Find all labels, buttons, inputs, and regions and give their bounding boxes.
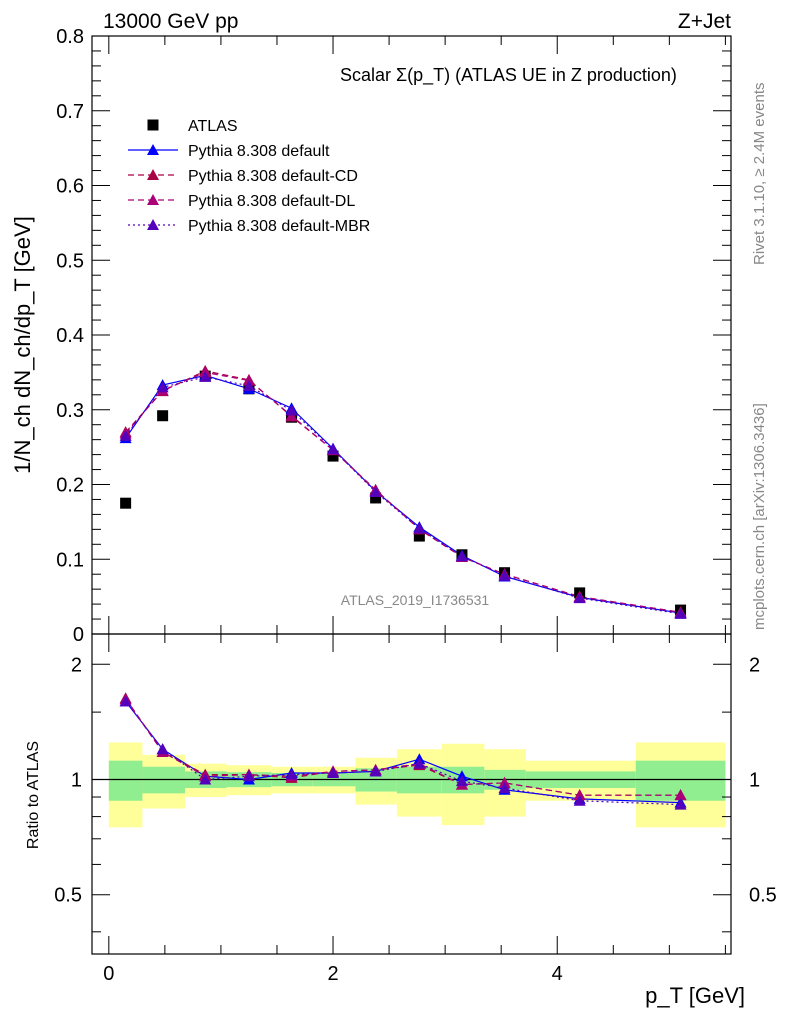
series-pythia-8-308-default (125, 374, 681, 614)
ratio-point (327, 766, 340, 778)
legend-marker (147, 169, 159, 180)
legend-label: Pythia 8.308 default (188, 143, 330, 160)
data-point (157, 410, 169, 422)
y-tick-label: 0.7 (56, 101, 84, 123)
mcplots-label: mcplots.cern.ch [arXiv:1306.3436] (751, 403, 768, 630)
rivet-label: Rivet 3.1.10, ≥ 2.4M events (751, 83, 768, 266)
header-right: Z+Jet (678, 10, 731, 33)
legend-marker (147, 119, 159, 131)
legend-label: ATLAS (188, 118, 238, 135)
x-tick-label: 2 (327, 963, 338, 985)
series-markers (119, 370, 687, 619)
mc-point (498, 569, 511, 581)
mc-point (413, 522, 426, 534)
y-tick-label: 0.4 (56, 325, 84, 347)
ratio-y-axis-label: Ratio to ATLAS (25, 741, 42, 849)
legend-label: Pythia 8.308 default-MBR (188, 218, 370, 235)
legend-item: Pythia 8.308 default (128, 143, 330, 160)
series-markers (119, 364, 687, 618)
legend-item: Pythia 8.308 default-DL (128, 193, 355, 210)
ratio-series-line (125, 698, 681, 796)
series-pythia-8-308-default-cd (125, 370, 681, 613)
ratio-point (369, 765, 382, 777)
y-tick-label: 0.5 (56, 250, 84, 272)
legend: ATLAS Pythia 8.308 default Pythia 8.308 de… (128, 118, 370, 235)
ratio-point (285, 768, 298, 780)
data-point (327, 450, 339, 462)
ratio-point (119, 695, 132, 707)
mc-point (242, 379, 255, 391)
series-line (125, 370, 681, 613)
ratio-point (573, 794, 586, 806)
mc-point (455, 550, 468, 562)
legend-label: Pythia 8.308 default-DL (188, 193, 355, 210)
ratio-point (674, 798, 687, 810)
main-panel: 0 0.1 0.2 0.3 0.4 0.5 0.6 0.7 0.8 Scalar Σ(p_T) … (10, 26, 732, 646)
y-tick-label: 0 (73, 624, 84, 646)
ratio-point (413, 757, 426, 769)
y-axis-label: 1/N_ch dN_ch/dp_T [GeV] (10, 216, 35, 474)
mc-point (199, 370, 212, 382)
mc-point (156, 381, 169, 393)
series-pythia-8-308-default-dl (125, 371, 681, 613)
legend-marker (147, 144, 159, 155)
mc-point (573, 592, 586, 604)
series-markers (120, 370, 687, 616)
ratio-y-tick-label-right: 0.5 (749, 885, 777, 907)
ratio-y-tick-label-right: 1 (749, 770, 760, 792)
y-tick-label: 0.6 (56, 176, 84, 198)
legend-item: ATLAS (147, 118, 238, 135)
mc-point (327, 443, 340, 455)
mc-point (369, 485, 382, 497)
ratio-point (455, 775, 468, 787)
y-tick-label: 0.2 (56, 475, 84, 497)
data-point (413, 530, 425, 542)
series-line (125, 376, 681, 615)
header-left: 13000 GeV pp (103, 10, 238, 33)
y-tick-label: 0.3 (56, 400, 84, 422)
legend-marker (147, 219, 159, 230)
data-point (370, 492, 382, 504)
series-line (125, 371, 681, 613)
x-axis-label: p_T [GeV] (645, 983, 745, 1008)
x-tick-label: 0 (103, 963, 114, 985)
ratio-point (199, 773, 212, 785)
ratio-point (573, 789, 586, 801)
ratio-y-tick-label: 2 (71, 654, 82, 676)
series-markers (119, 369, 687, 619)
mc-point (119, 429, 132, 441)
data-point (120, 497, 132, 509)
series-markers (119, 366, 687, 618)
legend-item: Pythia 8.308 default-CD (128, 168, 358, 185)
mc-point (285, 404, 298, 416)
legend-marker (147, 194, 159, 205)
ratio-panel: 0.5 0.5 1 1 2 2 0 2 4 Ratio to ATLAS p_T [GeV] (25, 633, 777, 1008)
series-pythia-8-308-default-mbr (125, 376, 681, 615)
chart-title: Scalar Σ(p_T) (ATLAS UE in Z production) (340, 65, 677, 86)
ratio-y-tick-label: 0.5 (54, 885, 82, 907)
analysis-watermark: ATLAS_2019_I1736531 (341, 592, 490, 608)
ratio-point (156, 743, 169, 755)
ratio-point (674, 789, 687, 801)
series-line (125, 374, 681, 614)
legend-item: Pythia 8.308 default-MBR (128, 218, 370, 235)
mc-point (674, 607, 687, 619)
x-tick-label: 4 (552, 963, 563, 985)
ratio-point (242, 770, 255, 782)
ratio-point (498, 782, 511, 794)
uncertainty-band-stat (108, 760, 143, 801)
y-tick-label: 0.8 (56, 26, 84, 48)
y-tick-label: 0.1 (56, 549, 84, 571)
ratio-y-tick-label-right: 2 (749, 654, 760, 676)
legend-label: Pythia 8.308 default-CD (188, 168, 358, 185)
ratio-panel-frame (91, 633, 732, 955)
ratio-y-tick-label: 1 (71, 770, 82, 792)
